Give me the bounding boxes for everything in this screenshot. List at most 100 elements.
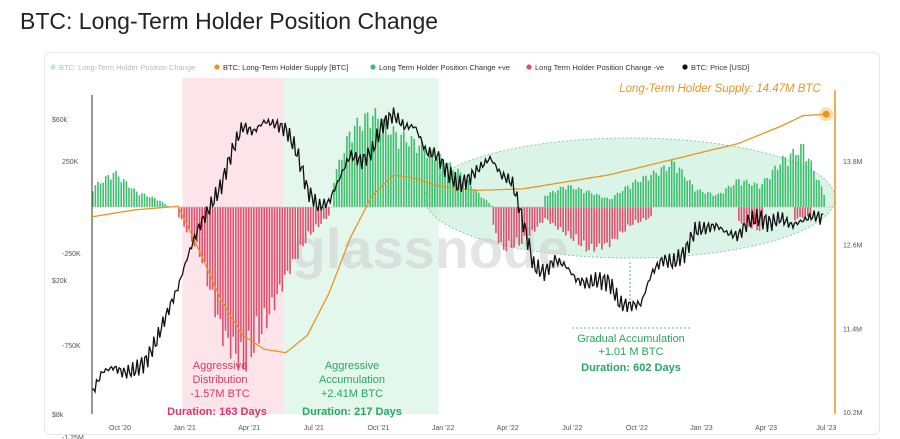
negative-bar (552, 207, 554, 223)
legend[interactable]: BTC: Long-Term Holder Position Change BTC… (50, 63, 749, 72)
positive-bar (490, 205, 493, 207)
positive-bar (544, 195, 546, 207)
positive-bar (575, 189, 577, 207)
legend-item-label: BTC: Price [USD] (691, 63, 749, 72)
negative-bar (590, 207, 593, 244)
negative-bar (211, 207, 214, 290)
negative-bar (232, 207, 235, 337)
negative-bar (523, 207, 526, 236)
positive-bar (683, 177, 686, 207)
negative-bar (291, 207, 294, 259)
positive-bar (483, 198, 485, 207)
negative-bar (629, 207, 632, 226)
negative-bar (583, 207, 585, 241)
negative-bar (533, 207, 536, 232)
x-tick-label: Apr '22 (497, 425, 519, 432)
positive-bar (465, 179, 467, 207)
negative-bar (518, 207, 521, 246)
change-tick-label: -1.25M (62, 435, 84, 439)
supply-tick-label: 10.2M (843, 410, 863, 417)
negative-bar (224, 207, 227, 331)
negative-bar (320, 207, 322, 224)
positive-bar (771, 169, 774, 207)
price-tick-label: $60k (52, 117, 68, 124)
legend-dot (682, 64, 688, 70)
supply-tick-label: 12.6M (843, 243, 863, 250)
positive-bar (787, 166, 789, 207)
negative-bar (564, 207, 567, 236)
positive-bar (820, 186, 823, 207)
positive-bar (135, 191, 138, 207)
positive-bar (564, 189, 567, 207)
negative-bar (580, 207, 583, 247)
positive-bar (673, 161, 676, 207)
negative-bar (598, 207, 601, 244)
negative-bar (593, 207, 595, 252)
positive-bar (751, 185, 753, 207)
negative-bar (284, 207, 286, 275)
positive-bar (559, 186, 562, 207)
positive-bar (745, 179, 748, 207)
positive-bar (624, 186, 626, 207)
negative-bar (508, 207, 510, 241)
negative-bar (307, 207, 309, 232)
positive-bar (779, 164, 782, 207)
positive-bar (104, 176, 107, 207)
negative-bar (557, 207, 559, 230)
positive-bar (696, 189, 699, 207)
positive-bar (148, 197, 151, 207)
positive-bar (657, 175, 660, 207)
positive-bar (130, 188, 133, 207)
positive-bar (595, 193, 598, 207)
change-tick-label: -750K (62, 343, 81, 350)
negative-bar (608, 207, 611, 248)
positive-bar (634, 179, 637, 207)
negative-bar (570, 207, 572, 239)
negative-bar (304, 207, 307, 244)
positive-bar (774, 165, 776, 207)
negative-bar (619, 207, 621, 232)
negative-bar (302, 207, 304, 247)
negative-bar (794, 207, 796, 221)
positive-bar (97, 181, 99, 207)
page-title: BTC: Long-Term Holder Position Change (20, 8, 439, 34)
negative-bar (235, 207, 237, 354)
positive-bar (714, 195, 717, 207)
positive-bar (707, 191, 709, 207)
positive-bar (670, 159, 673, 207)
positive-bar (441, 159, 444, 207)
x-tick-label: Oct '20 (109, 425, 131, 432)
negative-bar (743, 207, 745, 226)
positive-bar (753, 182, 756, 207)
positive-bar (166, 205, 169, 207)
positive-bar (598, 194, 601, 207)
positive-bar (431, 149, 434, 207)
positive-bar (161, 201, 164, 207)
positive-bar (632, 182, 634, 207)
positive-bar (392, 126, 395, 207)
positive-bar (782, 155, 784, 207)
positive-bar (663, 165, 665, 207)
negative-bar (595, 207, 598, 247)
positive-bar (652, 170, 655, 207)
positive-bar (125, 181, 128, 207)
positive-bar (567, 185, 570, 207)
negative-bar (809, 207, 812, 218)
positive-bar (546, 195, 549, 207)
negative-bar (541, 207, 544, 223)
positive-bar (436, 158, 439, 207)
negative-bar (639, 207, 642, 222)
negative-bar (266, 207, 268, 329)
negative-bar (322, 207, 325, 219)
positive-bar (413, 138, 415, 207)
positive-bar (614, 194, 616, 207)
distribution-line1: Aggressive (193, 360, 247, 372)
change-tick-label: 250K (62, 159, 79, 166)
distribution-duration: Duration: 163 Days (167, 406, 267, 418)
positive-bar (159, 200, 161, 207)
positive-bar (807, 158, 810, 207)
negative-bar (626, 207, 629, 225)
negative-bar (588, 207, 590, 251)
negative-bar (240, 207, 242, 342)
negative-bar (624, 207, 626, 232)
